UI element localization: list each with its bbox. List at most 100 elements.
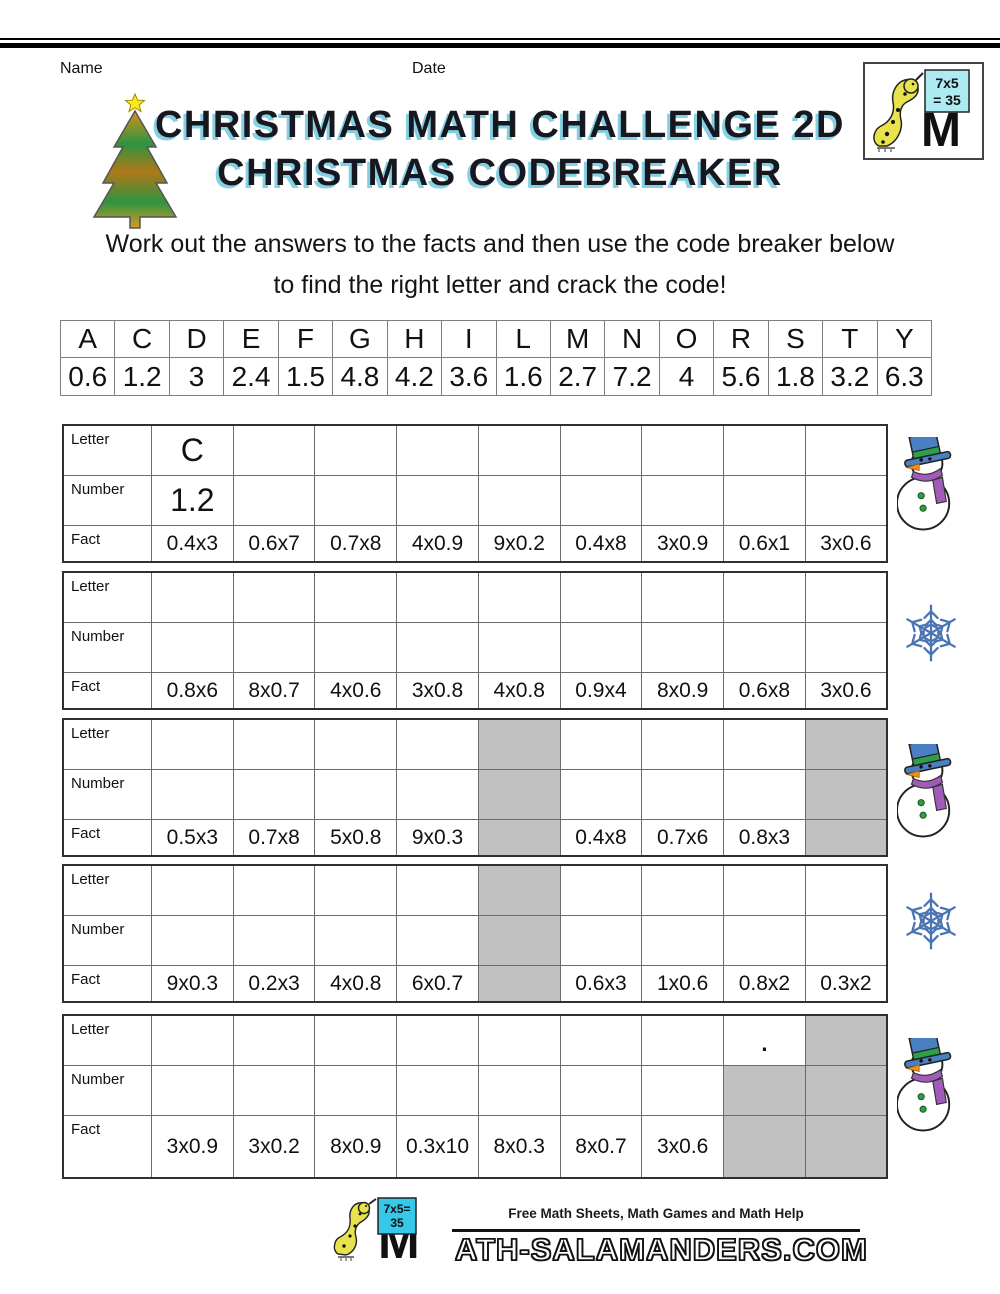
fact-cell: 0.4x3 [151,525,234,563]
row-label-letter: Letter [62,1014,152,1066]
letter-cell [559,718,643,770]
row-label-number: Number [62,622,152,673]
snowman-icon [896,430,955,540]
row-label-number: Number [62,769,152,820]
fact-cell: 4x0.8 [477,672,561,710]
salamander-figure [873,72,924,152]
letter-cell [477,718,561,770]
number-cell [641,769,725,820]
key-letter: S [767,320,824,358]
fact-cell: 3x0.9 [641,525,725,563]
number-cell [232,475,316,526]
number-cell [641,475,725,526]
key-number: 0.6 [59,357,116,396]
footer-divider [452,1229,860,1232]
fact-cell: 6x0.7 [396,965,479,1003]
number-cell [559,769,643,820]
footer-site-text: ATH-SALAMANDERS.COM [454,1231,868,1268]
key-number: 5.6 [713,357,769,396]
letter-cell [477,571,561,623]
key-number: 7.2 [604,357,660,396]
key-letter: M [549,320,606,358]
puzzle-table-3: Letter Number Fact 0.5x3 0.7x8 [62,718,888,857]
key-letters-row: A C D E F G H I L M N O R S T Y [59,320,933,358]
number-cell [804,1065,888,1116]
fact-cell: 0.7x8 [232,819,316,857]
number-cell [151,769,234,820]
number-cell [641,622,725,673]
fact-cell: 5x0.8 [314,819,398,857]
fact-cell [477,819,561,857]
logo-board-line2: = 35 [933,92,961,108]
fact-cell: 0.3x10 [396,1115,479,1179]
fact-cell: 0.5x3 [151,819,234,857]
number-cell [723,622,806,673]
key-letter: T [822,320,878,358]
number-cell [396,622,479,673]
letter-cell [151,571,234,623]
number-cell [804,475,888,526]
number-cell [559,622,643,673]
footer-logo-board [377,1197,417,1235]
christmas-tree-icon [92,92,178,234]
key-letter: G [332,320,388,358]
fact-cell: 0.4x8 [559,525,643,563]
footer-tagline: Free Math Sheets, Math Games and Math He… [508,1206,804,1221]
letter-cell: C [151,424,234,476]
letter-cell [804,571,888,623]
key-number: 3 [168,357,225,396]
key-letter: I [441,320,497,358]
number-cell [396,475,479,526]
number-cell [477,915,561,966]
snowflake-icon [898,888,964,959]
snowflake-icon [898,600,964,671]
fact-cell: 0.6x8 [723,672,806,710]
key-letter: H [386,320,443,358]
row-label-letter: Letter [62,864,152,916]
letter-cell [477,864,561,916]
letter-cell [396,718,479,770]
letter-cell [232,571,316,623]
number-cell [723,915,806,966]
letter-cell [641,718,725,770]
row-label-number: Number [62,475,152,526]
fact-cell: 0.6x7 [232,525,316,563]
number-cell [396,915,479,966]
key-letter: C [114,320,170,358]
number-cell [804,622,888,673]
letter-cell [723,864,806,916]
key-number: 6.3 [876,357,933,396]
fact-cell: 0.4x8 [559,819,643,857]
letter-cell [314,718,398,770]
key-numbers-row: 0.6 1.2 3 2.4 1.5 4.8 4.2 3.6 1.6 2.7 7.… [59,357,933,396]
row-label-fact: Fact [62,672,152,710]
fact-cell: 1x0.6 [641,965,725,1003]
instructions-line2: to find the right letter and crack the c… [273,271,727,299]
fact-cell: 4x0.9 [396,525,479,563]
fact-cell: 8x0.3 [477,1115,561,1179]
footer-board-line2: 35 [390,1216,404,1230]
fact-cell: 3x0.6 [641,1115,725,1179]
letter-cell [804,424,888,476]
fact-cell: 9x0.3 [396,819,479,857]
number-cell [804,915,888,966]
row-label-fact: Fact [62,525,152,563]
page-title-line2: CHRISTMAS CODEBREAKER [217,152,783,194]
fact-cell: 3x0.8 [396,672,479,710]
letter-cell [314,571,398,623]
row-label-number: Number [62,915,152,966]
key-number: 1.2 [114,357,170,396]
key-letter: A [59,320,116,358]
letter-cell [641,571,725,623]
number-cell [314,475,398,526]
letter-cell [232,1014,316,1066]
fact-cell: 8x0.9 [314,1115,398,1179]
key-letter: N [604,320,660,358]
snowman-icon [896,737,955,847]
letter-cell [723,571,806,623]
fact-cell: 9x0.3 [151,965,234,1003]
letter-cell [477,1014,561,1066]
number-cell [804,769,888,820]
number-cell [641,915,725,966]
letter-cell [314,424,398,476]
